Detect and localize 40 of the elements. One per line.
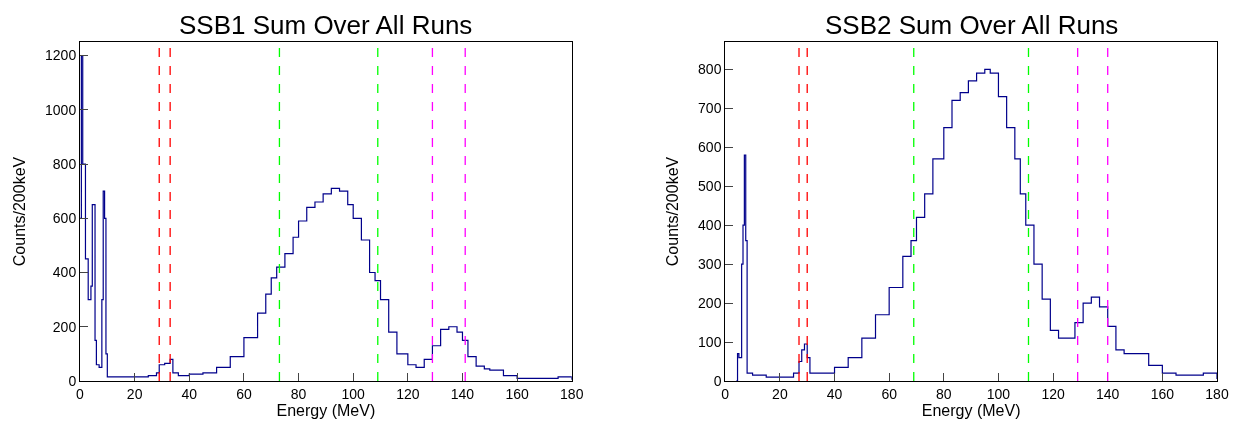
- chart-title: SSB1 Sum Over All Runs: [179, 10, 473, 40]
- y-tick-label: 500: [698, 178, 722, 195]
- x-tick-label: 20: [126, 385, 143, 402]
- y-tick-label: 1000: [45, 101, 77, 118]
- y-tick-label: 600: [698, 139, 722, 156]
- y-tick-label: 800: [698, 61, 722, 78]
- y-tick-label: 300: [698, 256, 722, 272]
- y-tick-label: 0: [713, 372, 722, 389]
- x-tick-label: 160: [1150, 385, 1175, 402]
- x-tick-label: 20: [772, 385, 788, 402]
- x-tick-label: 100: [341, 385, 366, 402]
- x-tick-label: 80: [936, 385, 952, 402]
- x-tick-label: 120: [396, 385, 420, 402]
- y-tick-label: 1200: [45, 47, 77, 64]
- y-tick-label: 200: [52, 318, 77, 335]
- y-tick-label: 400: [698, 217, 722, 234]
- x-axis-title: Energy (MeV): [921, 401, 1021, 419]
- y-tick-label: 800: [52, 155, 77, 172]
- y-tick-label: 600: [52, 210, 77, 227]
- x-tick-label: 160: [505, 385, 529, 402]
- x-tick-label: 180: [1205, 385, 1229, 402]
- x-tick-label: 40: [181, 385, 198, 402]
- chart-title: SSB2 Sum Over All Runs: [825, 10, 1119, 40]
- y-tick-label: 400: [52, 264, 77, 281]
- x-tick-label: 60: [236, 385, 252, 402]
- y-tick-label: 100: [698, 333, 722, 350]
- x-tick-label: 120: [1041, 385, 1065, 402]
- y-axis-title: Counts/200keV: [663, 156, 681, 267]
- x-tick-label: 40: [826, 385, 843, 402]
- x-tick-label: 80: [290, 385, 307, 402]
- x-tick-label: 60: [881, 385, 898, 402]
- x-tick-label: 180: [560, 385, 584, 402]
- y-tick-label: 700: [698, 100, 722, 117]
- x-tick-label: 140: [1096, 385, 1120, 402]
- y-tick-label: 200: [698, 294, 722, 311]
- x-tick-label: 100: [986, 385, 1011, 402]
- x-axis-title: Energy (MeV): [276, 401, 376, 419]
- x-tick-label: 140: [450, 385, 475, 402]
- y-axis-title: Counts/200keV: [10, 156, 28, 267]
- y-tick-label: 0: [68, 372, 77, 389]
